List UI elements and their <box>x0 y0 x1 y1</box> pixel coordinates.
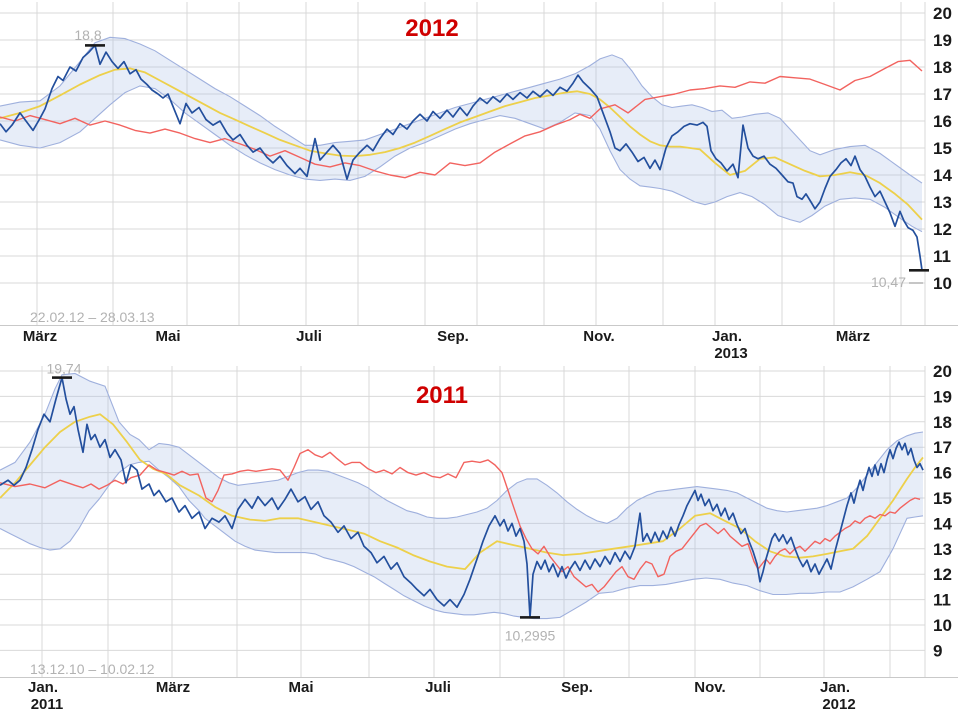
svg-text:9: 9 <box>933 641 942 660</box>
svg-text:14: 14 <box>933 166 952 185</box>
svg-text:16: 16 <box>933 464 952 483</box>
svg-text:Mai: Mai <box>288 679 313 696</box>
svg-text:Juli: Juli <box>296 328 322 345</box>
svg-text:Jan.: Jan. <box>820 679 850 696</box>
svg-text:Jan.: Jan. <box>712 328 742 345</box>
svg-text:20: 20 <box>933 362 952 381</box>
svg-text:19,74: 19,74 <box>46 362 81 377</box>
svg-text:Mai: Mai <box>155 328 180 345</box>
svg-text:Jan.: Jan. <box>28 679 58 696</box>
svg-text:15: 15 <box>933 489 952 508</box>
svg-text:Sep.: Sep. <box>561 679 593 696</box>
svg-text:19: 19 <box>933 387 952 406</box>
svg-text:12: 12 <box>933 565 952 584</box>
svg-text:Nov.: Nov. <box>583 328 614 345</box>
svg-text:13: 13 <box>933 193 952 212</box>
svg-text:Sep.: Sep. <box>437 328 469 345</box>
svg-text:17: 17 <box>933 85 952 104</box>
svg-text:11: 11 <box>933 591 951 610</box>
svg-text:18: 18 <box>933 413 952 432</box>
svg-text:13: 13 <box>933 540 952 559</box>
svg-text:17: 17 <box>933 438 952 457</box>
svg-text:März: März <box>23 328 57 345</box>
date-range-2012: 22.02.12 – 28.03.13 <box>30 309 155 325</box>
chart-2011-canvas: 19,7410,299520191817161514131211109Jan.2… <box>0 362 958 713</box>
svg-text:16: 16 <box>933 112 952 131</box>
chart-title-2011: 2011 <box>415 382 469 409</box>
svg-text:19: 19 <box>933 31 952 50</box>
svg-text:14: 14 <box>933 514 952 533</box>
chart-title-2012: 2012 <box>405 15 459 42</box>
chart-2012: 18,8 10,47 20 19 18 17 16 15 14 13 12 11 10 März Mai Ju… <box>0 2 958 362</box>
svg-text:10: 10 <box>933 616 952 635</box>
svg-text:10: 10 <box>933 274 952 293</box>
svg-text:Juli: Juli <box>425 679 451 696</box>
svg-text:2013: 2013 <box>714 345 747 362</box>
svg-text:18,8: 18,8 <box>74 27 101 43</box>
chart-2012-canvas: 18,8 10,47 20 19 18 17 16 15 14 13 12 11 10 März Mai Ju… <box>0 2 958 362</box>
svg-text:18: 18 <box>933 58 952 77</box>
svg-text:März: März <box>836 328 870 345</box>
svg-text:12: 12 <box>933 220 952 239</box>
date-range-2011: 13.12.10 – 10.02.12 <box>30 661 155 677</box>
svg-text:15: 15 <box>933 139 952 158</box>
svg-text:März: März <box>156 679 190 696</box>
svg-text:10,2995: 10,2995 <box>505 627 556 643</box>
svg-text:2011: 2011 <box>31 696 64 713</box>
svg-text:10,47: 10,47 <box>871 274 906 290</box>
svg-text:20: 20 <box>933 4 952 23</box>
svg-text:2012: 2012 <box>822 696 855 713</box>
svg-text:Nov.: Nov. <box>694 679 725 696</box>
chart-2011: 19,74 10,2995 20 19 18 17 16 15 14 13 12 11 10 9 Jan. 2… <box>0 362 960 720</box>
svg-text:11: 11 <box>933 247 951 266</box>
